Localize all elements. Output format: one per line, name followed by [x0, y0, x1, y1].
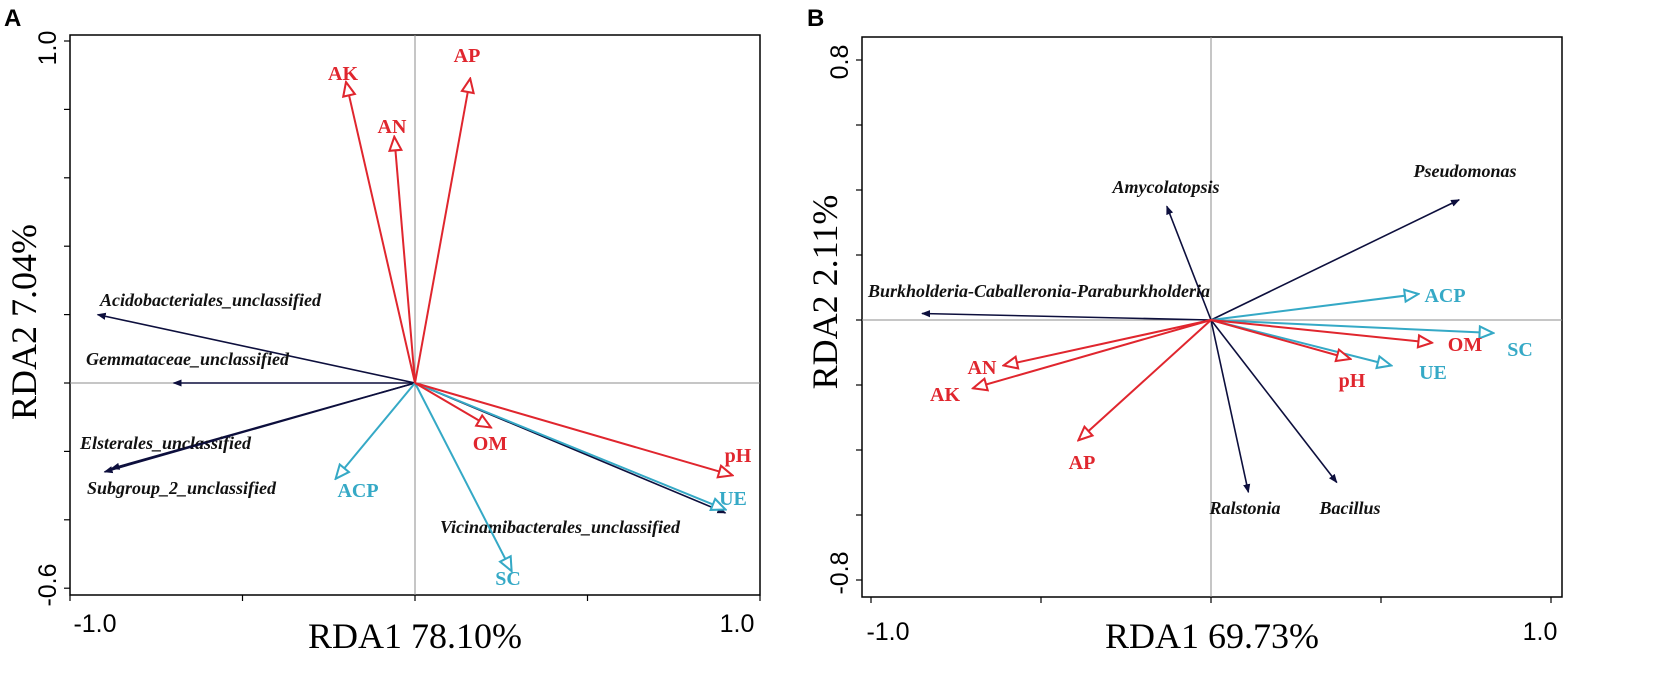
- panel-b-species-label-bacillus: Bacillus: [1318, 498, 1380, 518]
- panel-a-xtick-right: 1.0: [720, 610, 755, 638]
- panel-a-red-arrow-ak: [346, 82, 416, 384]
- panel-b-species-arrow-ralstonia: [1210, 319, 1251, 494]
- panel-a-red-arrow-ap: [414, 79, 470, 384]
- panel-b-ytick-bottom: -0.8: [826, 551, 854, 594]
- panel-b-red-arrow-om: [1210, 319, 1432, 343]
- panel-b-red-label-ph: pH: [1339, 370, 1366, 392]
- panel-a-species-label-subgroup-2-unclassified: Subgroup_2_unclassified: [87, 478, 277, 498]
- panel-b-red-arrow-an: [1004, 319, 1212, 366]
- panel-a-xlabel: RDA1 78.10%: [308, 616, 522, 656]
- panel-a-red-arrow-ph: [414, 382, 732, 475]
- panel-a-species-arrow-subgroup-2-unclassified: [103, 382, 416, 474]
- panel-b-frame: [861, 36, 1563, 598]
- panel-b-species-arrow-bacillus: [1210, 319, 1338, 484]
- panel-b-red-label-ap: AP: [1069, 452, 1096, 474]
- panel-a-species-label-vicinamibacterales-unclassified: Vicinamibacterales_unclassified: [440, 517, 681, 537]
- panel-b-letter: B: [807, 5, 824, 32]
- panel-b-species-label-ralstonia: Ralstonia: [1208, 498, 1280, 518]
- panel-a-letter: A: [4, 5, 21, 32]
- panel-a-red-label-ap: AP: [454, 45, 481, 67]
- panel-b-species-arrow-amycolatopsis: [1166, 205, 1212, 321]
- panel-a-blue-arrow-acp: [336, 382, 416, 479]
- panel-b-red-arrow-ap: [1078, 319, 1212, 440]
- panel-b: B RDA1 69.73% RDA2 2.11% 0.8 -0.8 -1.0 1…: [805, 5, 1563, 656]
- panel-a-ytick-top: 1.0: [34, 31, 62, 66]
- panel-b-species-label-amycolatopsis: Amycolatopsis: [1112, 177, 1220, 197]
- panel-b-species-label-burkholderia-caballeronia-paraburkholderia: Burkholderia-Caballeronia-Paraburkholder…: [867, 281, 1210, 301]
- panel-a-xtick-left: -1.0: [73, 610, 116, 638]
- panel-a-red-label-ph: pH: [725, 445, 752, 467]
- panel-b-xtick-right: 1.0: [1523, 618, 1558, 646]
- panel-a-red-label-an: AN: [378, 116, 407, 138]
- panel-b-blue-label-sc: SC: [1507, 339, 1533, 361]
- panel-b-species-label-pseudomonas: Pseudomonas: [1412, 161, 1516, 181]
- panel-b-blue-arrow-sc: [1210, 319, 1493, 333]
- panel-b-species-arrow-pseudomonas: [1210, 199, 1461, 321]
- panel-a-red-arrow-om: [414, 382, 491, 427]
- panel-b-xtick-left: -1.0: [866, 618, 909, 646]
- panel-b-red-label-an: AN: [968, 357, 997, 379]
- panel-a-blue-label-ue: UE: [719, 488, 747, 510]
- panel-a: A RDA1 78.10% RDA2 7.04% 1.0 -0.6 -1.0 1…: [4, 5, 761, 656]
- panel-b-blue-label-acp: ACP: [1424, 285, 1465, 307]
- panel-a-blue-label-acp: ACP: [337, 480, 378, 502]
- panel-b-xlabel: RDA1 69.73%: [1105, 616, 1319, 656]
- panel-a-red-label-ak: AK: [328, 63, 358, 85]
- panel-b-species-arrow-burkholderia-caballeronia-paraburkholderia: [921, 310, 1212, 321]
- panel-b-red-label-om: OM: [1448, 334, 1483, 356]
- panel-a-species-arrow-acidobacteriales-unclassified: [96, 312, 416, 384]
- panel-b-red-arrow-ak: [973, 319, 1212, 388]
- panel-a-species-label-acidobacteriales-unclassified: Acidobacteriales_unclassified: [99, 290, 322, 310]
- panel-a-species-label-elsterales-unclassified: Elsterales_unclassified: [79, 433, 252, 453]
- panel-a-ytick-bottom: -0.6: [34, 563, 62, 606]
- panel-a-blue-arrow-sc: [414, 382, 512, 571]
- panel-a-blue-arrow-ue: [414, 382, 726, 510]
- panel-b-red-label-ak: AK: [930, 384, 960, 406]
- panel-a-species-label-gemmataceae-unclassified: Gemmataceae_unclassified: [86, 349, 290, 369]
- panel-b-red-arrow-ph: [1210, 319, 1350, 359]
- panel-a-red-label-om: OM: [473, 433, 508, 455]
- panel-b-blue-label-ue: UE: [1419, 362, 1447, 384]
- panel-a-plot-area: Acidobacteriales_unclassified Gemmataceae…: [64, 35, 761, 601]
- panel-b-ytick-top: 0.8: [826, 45, 854, 80]
- panel-a-ylabel: RDA2 7.04%: [4, 224, 44, 420]
- panel-a-red-arrow-an: [394, 137, 416, 384]
- panel-a-blue-label-sc: SC: [495, 568, 521, 590]
- panel-b-plot-area: Amycolatopsis Pseudomonas Burkholderia-Cab…: [856, 37, 1562, 603]
- panel-b-blue-arrow-acp: [1210, 294, 1418, 321]
- panel-b-ylabel: RDA2 2.11%: [805, 195, 845, 390]
